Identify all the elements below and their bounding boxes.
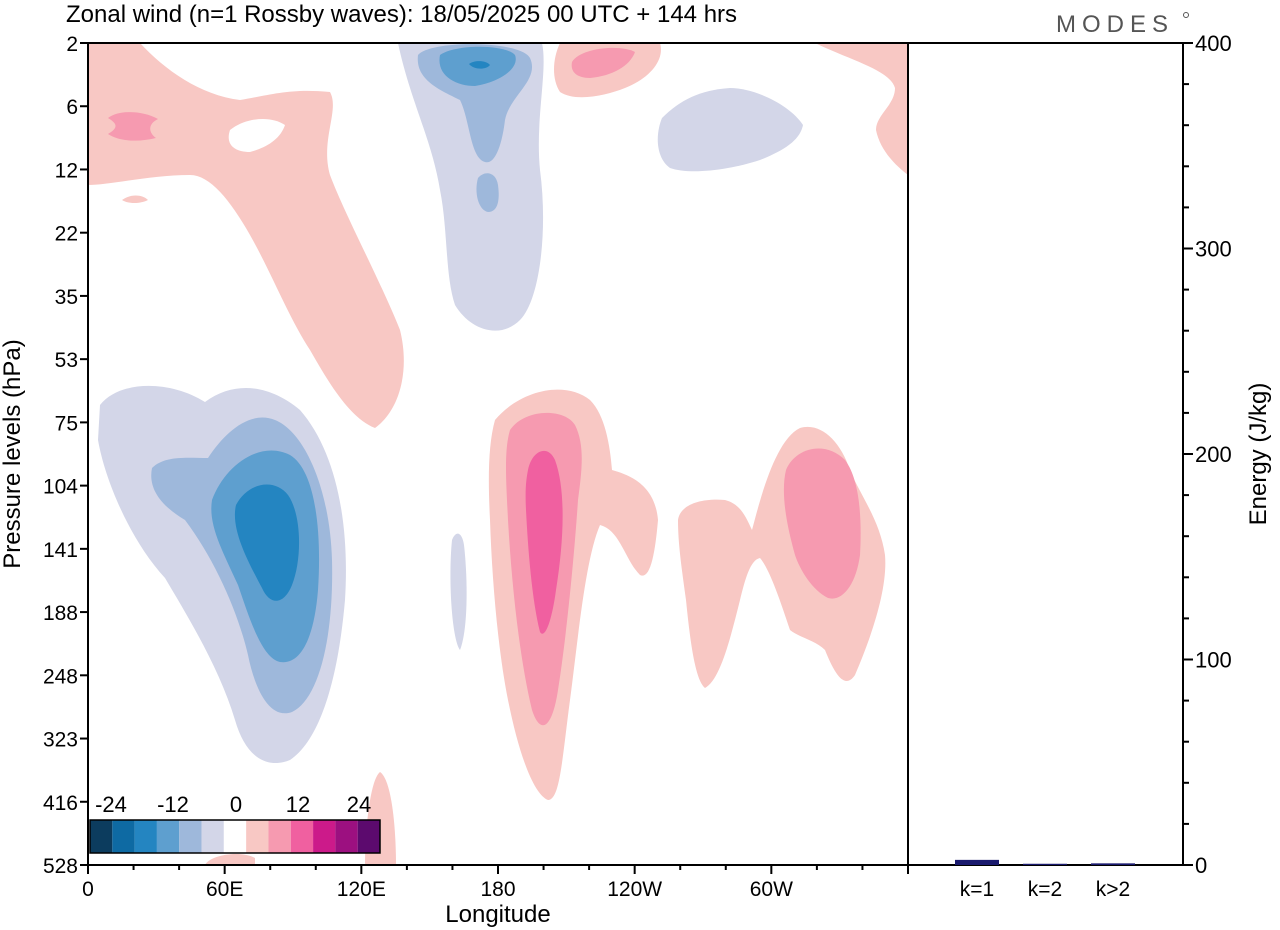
energy-y-tick-label: 200 xyxy=(1195,442,1232,467)
colorbar-swatch xyxy=(90,820,113,853)
energy-bar xyxy=(1023,863,1067,865)
colorbar-swatch xyxy=(112,820,135,853)
colorbar: -24 -12 0 12 24 xyxy=(89,792,381,854)
colorbar-swatch xyxy=(156,820,180,853)
neg-region-upper-level1 xyxy=(398,43,544,331)
y-tick-label: 248 xyxy=(43,665,78,688)
energy-y-tick-label: 300 xyxy=(1195,237,1232,262)
energy-y-axis-label: Energy (J/kg) xyxy=(1245,383,1272,526)
neg-region-upper-level2b xyxy=(476,173,499,212)
energy-bars xyxy=(955,859,1135,865)
colorbar-label: 0 xyxy=(230,792,242,817)
x-ticks: 0 60E 120E 180 120W 60W xyxy=(82,865,909,901)
pos-region-upper-band-hole xyxy=(228,118,285,152)
energy-panel: 0 100 200 300 400 k=1 k=2 k>2 Energy (J/kg) xyxy=(907,31,1272,901)
y-tick-label: 141 xyxy=(43,539,78,562)
energy-y-tick-label: 0 xyxy=(1195,853,1207,878)
colorbar-label: -24 xyxy=(95,792,127,817)
logo-registered-mark xyxy=(1183,12,1189,18)
y-tick-label: 2 xyxy=(66,33,78,56)
colorbar-swatch xyxy=(134,820,157,853)
pos-region-upper-left-dot xyxy=(122,195,148,203)
contour-panel: 2 6 12 22 35 53 75 104 141 188 248 323 416 528 0 60E 12… xyxy=(0,33,909,928)
y-axis-label: Pressure levels (hPa) xyxy=(0,339,26,568)
x-tick-label: 60E xyxy=(206,878,243,901)
neg-region-sliver xyxy=(450,533,467,650)
energy-bar xyxy=(1091,863,1135,865)
y-tick-label: 6 xyxy=(66,96,78,119)
x-tick-label: 60W xyxy=(750,878,793,901)
colorbar-swatch xyxy=(179,820,202,853)
y-tick-label: 35 xyxy=(55,286,78,309)
pos-region-upper-band xyxy=(88,43,404,428)
energy-frame xyxy=(907,42,1184,866)
energy-x-label: k>2 xyxy=(1096,878,1130,901)
x-tick-label: 120W xyxy=(607,878,662,901)
colorbar-swatch xyxy=(357,820,380,853)
neg-region-upper-right xyxy=(657,88,803,172)
colorbar-swatch xyxy=(335,820,358,853)
colorbar-swatch xyxy=(201,820,224,853)
energy-bar xyxy=(955,859,999,865)
y-tick-label: 22 xyxy=(55,223,78,246)
colorbar-swatch xyxy=(246,820,269,853)
energy-x-label: k=2 xyxy=(1028,878,1062,901)
y-tick-label: 12 xyxy=(55,159,78,182)
colorbar-swatch xyxy=(290,820,314,853)
colorbar-frame xyxy=(89,819,381,854)
pos-region-bottom-left xyxy=(205,854,255,865)
pos-region-right-level2 xyxy=(783,448,861,599)
energy-y-tick-label: 400 xyxy=(1195,31,1232,56)
y-ticks: 2 6 12 22 35 53 75 104 141 188 248 323 416 528 xyxy=(43,33,88,878)
x-axis-label: Longitude xyxy=(445,901,550,928)
colorbar-label: 24 xyxy=(347,792,371,817)
x-tick-label: 180 xyxy=(480,878,515,901)
chart-title: Zonal wind (n=1 Rossby waves): 18/05/202… xyxy=(66,1,737,28)
energy-x-label: k=1 xyxy=(960,878,994,901)
modes-logo: MODES xyxy=(1056,11,1174,38)
y-tick-label: 416 xyxy=(43,792,78,815)
colorbar-swatch xyxy=(313,820,336,853)
y-tick-label: 188 xyxy=(43,602,78,625)
y-tick-label: 104 xyxy=(43,476,78,499)
colorbar-label: -12 xyxy=(157,792,189,817)
y-tick-label: 528 xyxy=(43,855,78,878)
y-tick-label: 75 xyxy=(55,412,78,435)
x-tick-label: 0 xyxy=(82,878,94,901)
pos-region-center-core xyxy=(525,450,563,634)
pos-region-upper-right-edge xyxy=(815,43,908,175)
colorbar-swatch xyxy=(268,820,291,853)
y-tick-label: 53 xyxy=(55,349,78,372)
neg-region-upper-core xyxy=(469,61,490,69)
y-tick-label: 323 xyxy=(43,729,78,752)
colorbar-label: 12 xyxy=(286,792,310,817)
x-tick-label: 120E xyxy=(337,878,386,901)
pos-region-upper-left-core xyxy=(108,112,158,141)
pos-region-upper-center-level2 xyxy=(571,47,635,78)
energy-y-tick-label: 100 xyxy=(1195,648,1232,673)
colorbar-swatch xyxy=(223,820,247,853)
energy-y-ticks: 0 100 200 300 400 xyxy=(1183,31,1232,878)
energy-x-labels: k=1 k=2 k>2 xyxy=(960,878,1130,901)
contour-fills xyxy=(88,43,908,865)
neg-region-lower-core xyxy=(234,484,300,601)
